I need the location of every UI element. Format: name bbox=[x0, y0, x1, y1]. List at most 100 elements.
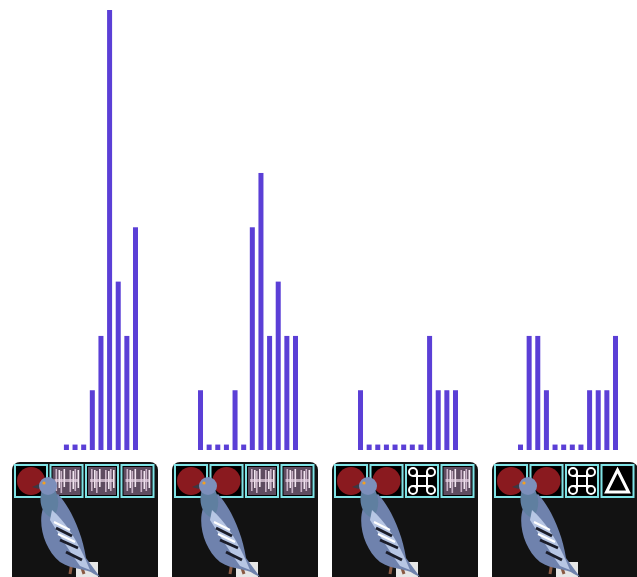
wing-highlights bbox=[534, 522, 555, 542]
bar bbox=[453, 390, 458, 450]
icon-frame bbox=[406, 465, 438, 497]
bar bbox=[207, 445, 212, 450]
pigeon-eye bbox=[362, 481, 365, 484]
bar bbox=[375, 445, 380, 450]
bar bbox=[535, 336, 540, 450]
bars bbox=[64, 10, 138, 450]
pattern-ground bbox=[124, 467, 152, 495]
bar bbox=[258, 173, 263, 450]
pigeon-wing bbox=[530, 510, 570, 570]
stimulus-box bbox=[332, 462, 478, 577]
wing-highlights bbox=[54, 522, 75, 542]
stimulus-row bbox=[495, 465, 634, 497]
pattern-ground bbox=[284, 467, 312, 495]
bars bbox=[358, 336, 458, 450]
bar bbox=[384, 445, 389, 450]
pattern-ground bbox=[88, 467, 116, 495]
bar bbox=[124, 336, 129, 450]
pigeon-eye bbox=[42, 481, 45, 484]
bar bbox=[561, 445, 566, 450]
figure bbox=[0, 0, 637, 577]
panel bbox=[492, 336, 637, 577]
bar bbox=[527, 336, 532, 450]
icon-frame bbox=[86, 465, 118, 497]
pattern-ground bbox=[444, 467, 472, 495]
bar bbox=[215, 445, 220, 450]
pigeon-head bbox=[359, 477, 377, 495]
red-disc bbox=[213, 467, 241, 495]
pattern-stripe bbox=[99, 469, 101, 487]
wing-bars bbox=[216, 528, 242, 560]
pigeon-head bbox=[519, 477, 537, 495]
icon-frame bbox=[282, 465, 314, 497]
pigeon-eye bbox=[522, 481, 525, 484]
bar bbox=[64, 445, 69, 450]
bar bbox=[198, 390, 203, 450]
panel bbox=[332, 336, 478, 577]
pattern-stripe bbox=[259, 469, 261, 487]
pattern-band bbox=[446, 479, 470, 482]
bar bbox=[81, 445, 86, 450]
stimulus-icon bbox=[122, 465, 154, 497]
pigeon bbox=[512, 477, 580, 577]
bar bbox=[233, 390, 238, 450]
bar bbox=[436, 390, 441, 450]
pattern-band bbox=[55, 479, 79, 482]
bar bbox=[613, 336, 618, 450]
bar bbox=[116, 282, 121, 450]
bar bbox=[241, 445, 246, 450]
bar bbox=[276, 282, 281, 450]
bar bbox=[90, 390, 95, 450]
pattern-ground bbox=[248, 467, 276, 495]
bar bbox=[393, 445, 398, 450]
pigeon-beak bbox=[352, 484, 359, 489]
stimulus-icon bbox=[566, 465, 598, 497]
command-symbol bbox=[409, 468, 435, 494]
stimulus-box bbox=[492, 462, 637, 577]
wing-bars bbox=[376, 528, 402, 560]
bars bbox=[518, 336, 618, 450]
pigeon-wing bbox=[210, 510, 250, 570]
stimulus-box bbox=[12, 462, 158, 577]
red-disc bbox=[373, 467, 401, 495]
wing-bars bbox=[536, 528, 562, 560]
bar bbox=[73, 445, 78, 450]
bar bbox=[596, 390, 601, 450]
icon-frame bbox=[122, 465, 154, 497]
icon-frame bbox=[566, 465, 598, 497]
bar bbox=[367, 445, 372, 450]
pigeon-wing bbox=[370, 510, 410, 570]
command-symbol bbox=[569, 468, 595, 494]
pattern-band bbox=[286, 479, 310, 482]
stimulus-row bbox=[15, 465, 154, 497]
pattern-stripe bbox=[295, 469, 297, 487]
pigeon-beak bbox=[512, 484, 519, 489]
stimulus-row bbox=[335, 465, 474, 497]
wing-highlights bbox=[374, 522, 395, 542]
bar bbox=[358, 390, 363, 450]
red-disc bbox=[533, 467, 561, 495]
bar bbox=[587, 390, 592, 450]
bar bbox=[518, 445, 523, 450]
wing-bars bbox=[56, 528, 82, 560]
bar bbox=[418, 445, 423, 450]
icon-frame bbox=[246, 465, 278, 497]
pigeon bbox=[192, 477, 260, 577]
bar bbox=[578, 445, 583, 450]
bar bbox=[444, 390, 449, 450]
stimulus-box bbox=[172, 462, 318, 577]
panel bbox=[12, 10, 158, 577]
bar bbox=[133, 227, 138, 450]
bar bbox=[553, 445, 558, 450]
bar bbox=[410, 445, 415, 450]
stimulus-row bbox=[175, 465, 314, 497]
pigeon bbox=[352, 477, 420, 577]
bar bbox=[267, 336, 272, 450]
stimulus-icon bbox=[602, 465, 634, 497]
bar bbox=[401, 445, 406, 450]
bar bbox=[293, 336, 298, 450]
bar bbox=[570, 445, 575, 450]
pigeon-wing bbox=[50, 510, 90, 570]
pattern-stripe bbox=[135, 469, 137, 487]
pigeon-eye bbox=[202, 481, 205, 484]
